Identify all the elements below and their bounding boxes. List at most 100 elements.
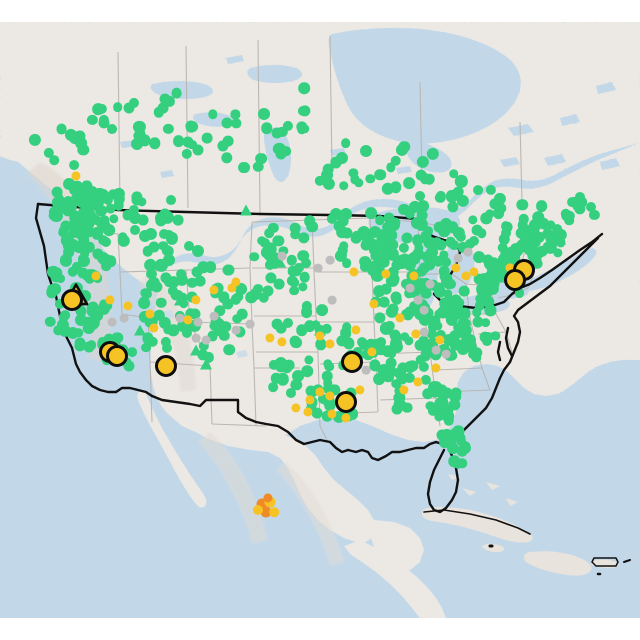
sensor-marker-moderate[interactable]: [395, 313, 405, 323]
sensor-marker-good[interactable]: [567, 197, 578, 207]
sensor-marker-good[interactable]: [439, 297, 451, 310]
sensor-marker-good[interactable]: [261, 122, 273, 135]
sensor-marker-good[interactable]: [140, 287, 150, 298]
sensor-marker-good[interactable]: [71, 261, 82, 272]
sensor-marker-good[interactable]: [387, 303, 399, 315]
sensor-marker-moderate[interactable]: [305, 395, 315, 405]
sensor-marker-offline[interactable]: [361, 365, 371, 375]
sensor-marker-good[interactable]: [75, 239, 86, 250]
sensor-marker-moderate[interactable]: [325, 339, 335, 349]
sensor-marker-good[interactable]: [340, 138, 351, 148]
sensor-marker-good[interactable]: [365, 174, 376, 184]
sensor-marker-good[interactable]: [473, 185, 484, 196]
sensor-marker-offline[interactable]: [325, 255, 335, 265]
sensor-marker-indoor[interactable]: [54, 190, 66, 202]
sensor-marker-good[interactable]: [265, 272, 277, 284]
sensor-marker-good[interactable]: [278, 246, 289, 256]
sensor-marker-good[interactable]: [52, 197, 63, 208]
sensor-marker-moderate[interactable]: [367, 347, 377, 357]
sensor-marker-moderate[interactable]: [303, 407, 313, 417]
sensor-marker-good[interactable]: [365, 207, 378, 220]
sensor-marker-moderate[interactable]: [351, 325, 361, 335]
sensor-marker-good[interactable]: [167, 276, 180, 289]
sensor-marker-good[interactable]: [299, 271, 310, 283]
sensor-marker-good[interactable]: [217, 140, 229, 152]
sensor-marker-good[interactable]: [516, 199, 529, 211]
sensor-marker-good[interactable]: [148, 241, 160, 253]
sensor-marker-good[interactable]: [393, 392, 405, 404]
sensor-marker-good[interactable]: [221, 117, 233, 129]
sensor-marker-good[interactable]: [413, 243, 424, 253]
sensor-marker-layer[interactable]: [0, 22, 640, 618]
sensor-marker-good[interactable]: [275, 361, 287, 373]
sensor-marker-good[interactable]: [433, 282, 445, 294]
sensor-marker-good[interactable]: [218, 291, 230, 303]
sensor-marker-offline[interactable]: [209, 311, 219, 321]
sensor-marker-good[interactable]: [384, 365, 397, 377]
sensor-marker-good[interactable]: [122, 209, 134, 221]
sensor-marker-good[interactable]: [83, 226, 95, 238]
sensor-marker-moderate[interactable]: [461, 271, 471, 281]
sensor-marker-good[interactable]: [497, 242, 508, 254]
highlighted-sensor-san-francisco[interactable]: [61, 289, 83, 311]
sensor-marker-good[interactable]: [472, 316, 484, 328]
sensor-marker-good[interactable]: [428, 381, 441, 393]
sensor-marker-indoor[interactable]: [314, 324, 326, 336]
sensor-marker-good[interactable]: [552, 223, 563, 234]
sensor-marker-good[interactable]: [378, 296, 390, 308]
sensor-marker-good[interactable]: [62, 178, 75, 191]
sensor-marker-good[interactable]: [392, 403, 403, 415]
sensor-marker-good[interactable]: [268, 360, 280, 371]
sensor-marker-good[interactable]: [434, 397, 446, 409]
sensor-marker-offline[interactable]: [107, 317, 117, 327]
sensor-marker-good[interactable]: [494, 270, 507, 282]
sensor-marker-good[interactable]: [517, 228, 528, 239]
sensor-marker-unhealthy-sensitive[interactable]: [260, 506, 272, 518]
sensor-marker-good[interactable]: [301, 301, 312, 312]
sensor-marker-moderate[interactable]: [315, 387, 325, 397]
sensor-marker-good[interactable]: [417, 199, 430, 212]
sensor-marker-moderate[interactable]: [315, 331, 325, 341]
sensor-marker-good[interactable]: [191, 266, 203, 278]
sensor-marker-indoor[interactable]: [190, 344, 202, 356]
sensor-marker-good[interactable]: [282, 318, 293, 329]
sensor-marker-good[interactable]: [292, 370, 305, 383]
sensor-marker-good[interactable]: [222, 264, 235, 276]
sensor-marker-good[interactable]: [103, 333, 115, 345]
sensor-marker-offline[interactable]: [245, 319, 255, 329]
sensor-marker-good[interactable]: [129, 98, 140, 109]
sensor-marker-good[interactable]: [145, 279, 158, 292]
sensor-marker-good[interactable]: [83, 201, 96, 214]
sensor-marker-good[interactable]: [162, 343, 173, 354]
sensor-marker-good[interactable]: [398, 203, 411, 216]
sensor-marker-moderate[interactable]: [409, 271, 419, 281]
sensor-marker-good[interactable]: [485, 184, 497, 195]
sensor-marker-good[interactable]: [461, 325, 472, 336]
sensor-marker-good[interactable]: [408, 200, 421, 214]
sensor-marker-good[interactable]: [87, 114, 98, 125]
sensor-marker-good[interactable]: [221, 298, 234, 310]
sensor-marker-moderate[interactable]: [369, 299, 379, 309]
sensor-marker-good[interactable]: [282, 120, 293, 131]
sensor-marker-good[interactable]: [390, 337, 403, 349]
sensor-marker-good[interactable]: [496, 203, 506, 213]
sensor-marker-good[interactable]: [385, 229, 397, 242]
sensor-marker-good[interactable]: [289, 335, 301, 347]
sensor-marker-good[interactable]: [386, 239, 399, 251]
sensor-marker-good[interactable]: [236, 309, 248, 320]
sensor-marker-good[interactable]: [444, 295, 457, 307]
sensor-marker-good[interactable]: [74, 337, 86, 349]
sensor-marker-indoor[interactable]: [174, 294, 186, 306]
sensor-marker-good[interactable]: [157, 102, 169, 114]
sensor-marker-good[interactable]: [396, 362, 409, 374]
sensor-marker-good[interactable]: [73, 224, 83, 235]
sensor-marker-moderate[interactable]: [183, 315, 193, 325]
sensor-marker-good[interactable]: [421, 250, 435, 264]
sensor-marker-good[interactable]: [459, 318, 471, 329]
sensor-marker-good[interactable]: [214, 305, 226, 317]
sensor-marker-good[interactable]: [49, 283, 61, 296]
sensor-marker-good[interactable]: [514, 288, 525, 299]
sensor-marker-moderate[interactable]: [355, 385, 365, 395]
sensor-marker-good[interactable]: [340, 208, 353, 221]
sensor-marker-good[interactable]: [501, 221, 513, 233]
